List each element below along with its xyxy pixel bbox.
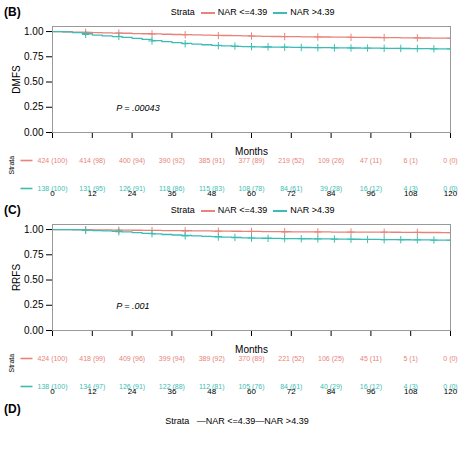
svg-text:418 (99): 418 (99) xyxy=(79,355,105,363)
html-text:NAR <=4.39: NAR <=4.39 xyxy=(217,7,268,17)
svg-text:0.00: 0.00 xyxy=(24,325,44,336)
svg-text:0.25: 0.25 xyxy=(24,101,44,112)
svg-text:Months: Months xyxy=(235,344,268,355)
svg-text:45 (11): 45 (11) xyxy=(360,355,382,363)
html-text:Strata: Strata xyxy=(170,7,195,17)
svg-text:60: 60 xyxy=(247,189,256,198)
svg-text:RRFS: RRFS xyxy=(11,264,22,292)
svg-text:84 (61): 84 (61) xyxy=(280,382,303,390)
svg-text:105 (76): 105 (76) xyxy=(238,382,265,390)
svg-text:118 (86): 118 (86) xyxy=(159,184,185,192)
html-text:NAR <=4.39: NAR <=4.39 xyxy=(217,205,268,215)
svg-text:1.00: 1.00 xyxy=(24,26,44,37)
svg-text:399 (94): 399 (94) xyxy=(159,355,185,363)
svg-text:108: 108 xyxy=(404,387,418,396)
html-text:Strata —NAR <=4.39—NAR >4.39: Strata —NAR <=4.39—NAR >4.39 xyxy=(165,416,309,426)
svg-text:219 (52): 219 (52) xyxy=(278,157,304,165)
svg-text:126 (91): 126 (91) xyxy=(119,184,146,192)
svg-text:12: 12 xyxy=(88,387,97,396)
svg-text:0.25: 0.25 xyxy=(24,299,44,310)
svg-text:96: 96 xyxy=(366,189,375,198)
svg-text:Months: Months xyxy=(235,146,268,157)
svg-text:0 (0): 0 (0) xyxy=(443,355,457,363)
svg-text:106 (25): 106 (25) xyxy=(318,355,344,363)
svg-text:385 (91): 385 (91) xyxy=(199,157,225,165)
svg-text:112 (81): 112 (81) xyxy=(198,382,225,390)
svg-text:36: 36 xyxy=(167,189,176,198)
svg-text:47 (11): 47 (11) xyxy=(360,157,382,165)
svg-text:115 (83): 115 (83) xyxy=(198,184,225,192)
html-text:(C): (C) xyxy=(4,203,21,217)
svg-text:0 (0): 0 (0) xyxy=(443,157,457,165)
svg-text:108: 108 xyxy=(404,189,418,198)
svg-text:0.50: 0.50 xyxy=(24,274,44,285)
svg-text:24: 24 xyxy=(128,387,137,396)
svg-text:P = .00043: P = .00043 xyxy=(116,103,159,113)
svg-text:409 (96): 409 (96) xyxy=(119,355,145,363)
svg-text:84: 84 xyxy=(327,189,336,198)
svg-text:Strata: Strata xyxy=(8,354,15,373)
svg-text:6 (1): 6 (1) xyxy=(403,157,417,165)
svg-text:109 (26): 109 (26) xyxy=(318,157,344,165)
svg-text:377 (89): 377 (89) xyxy=(238,157,264,165)
svg-text:138 (100): 138 (100) xyxy=(37,382,68,390)
svg-text:5 (1): 5 (1) xyxy=(403,355,417,363)
svg-text:0.75: 0.75 xyxy=(24,249,44,260)
svg-text:0: 0 xyxy=(50,387,55,396)
svg-text:389 (92): 389 (92) xyxy=(199,355,225,363)
svg-text:120: 120 xyxy=(444,387,458,396)
svg-text:221 (52): 221 (52) xyxy=(278,355,304,363)
svg-text:414 (98): 414 (98) xyxy=(79,157,105,165)
svg-text:84 (61): 84 (61) xyxy=(280,184,303,192)
svg-text:131 (95): 131 (95) xyxy=(79,184,106,192)
svg-text:0.00: 0.00 xyxy=(24,127,44,138)
svg-text:DMFS: DMFS xyxy=(11,65,22,94)
svg-text:84: 84 xyxy=(327,387,336,396)
svg-text:12: 12 xyxy=(88,189,97,198)
svg-text:36: 36 xyxy=(167,387,176,396)
svg-text:60: 60 xyxy=(247,387,256,396)
html-text:NAR >4.39: NAR >4.39 xyxy=(290,205,335,215)
svg-text:48: 48 xyxy=(207,189,216,198)
svg-text:400 (94): 400 (94) xyxy=(119,157,145,165)
svg-text:72: 72 xyxy=(287,387,296,396)
svg-text:390 (92): 390 (92) xyxy=(159,157,185,165)
svg-text:96: 96 xyxy=(366,387,375,396)
svg-text:0.75: 0.75 xyxy=(24,51,44,62)
html-text:(D): (D) xyxy=(4,402,21,416)
svg-text:72: 72 xyxy=(287,189,296,198)
svg-text:424 (100): 424 (100) xyxy=(38,355,68,363)
svg-text:0: 0 xyxy=(50,189,55,198)
html-text:(B): (B) xyxy=(4,5,21,19)
svg-text:1.00: 1.00 xyxy=(24,224,44,235)
svg-text:24: 24 xyxy=(128,189,137,198)
svg-text:120: 120 xyxy=(444,189,458,198)
svg-text:16 (12): 16 (12) xyxy=(359,382,382,390)
svg-text:122 (88): 122 (88) xyxy=(158,382,185,390)
svg-text:138 (100): 138 (100) xyxy=(37,184,68,192)
svg-text:370 (89): 370 (89) xyxy=(238,355,264,363)
svg-text:Strata: Strata xyxy=(8,156,15,175)
svg-text:40 (29): 40 (29) xyxy=(320,382,343,390)
html-text:Strata: Strata xyxy=(170,205,195,215)
svg-text:424 (100): 424 (100) xyxy=(38,157,68,165)
svg-text:134 (97): 134 (97) xyxy=(79,382,106,390)
svg-text:16 (12): 16 (12) xyxy=(359,184,382,192)
svg-text:108 (78): 108 (78) xyxy=(238,184,265,192)
html-text:NAR >4.39: NAR >4.39 xyxy=(290,7,335,17)
svg-text:48: 48 xyxy=(207,387,216,396)
svg-text:126 (91): 126 (91) xyxy=(119,382,146,390)
svg-text:39 (28): 39 (28) xyxy=(320,184,343,192)
svg-text:0.50: 0.50 xyxy=(24,76,44,87)
svg-text:P = .001: P = .001 xyxy=(116,301,149,311)
